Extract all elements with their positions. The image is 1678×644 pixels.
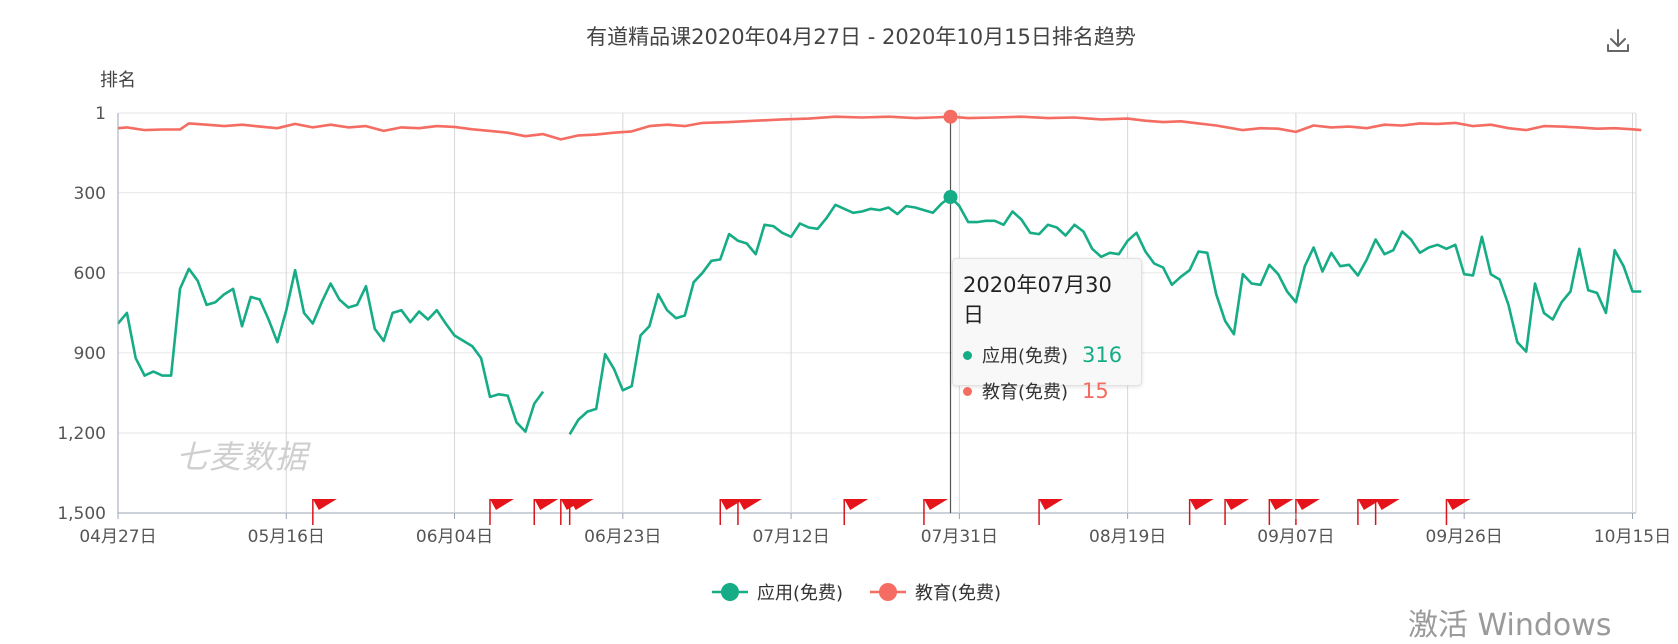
event-flag-icon bbox=[1268, 499, 1294, 525]
highlight-point bbox=[943, 109, 958, 124]
tooltip-panel: 2020年07月30日 应用(免费) 316 教育(免费) 15 bbox=[952, 258, 1142, 403]
flag-cloth bbox=[312, 499, 337, 510]
tooltip-series-name: 教育(免费) bbox=[982, 382, 1069, 403]
highlight-point bbox=[943, 190, 958, 205]
tooltip-series-value: 316 bbox=[1082, 343, 1123, 367]
legend-label: 应用(免费) bbox=[757, 583, 843, 604]
flag-cloth bbox=[923, 499, 948, 510]
flag-cloth bbox=[1189, 499, 1214, 510]
y-tick-label: 1,500 bbox=[57, 504, 106, 524]
flag-cloth bbox=[489, 499, 514, 510]
y-tick-label: 1,200 bbox=[57, 424, 106, 444]
legend-marker bbox=[879, 583, 897, 601]
x-tick-label: 06月04日 bbox=[416, 527, 493, 547]
download-icon[interactable] bbox=[1603, 26, 1633, 56]
event-flag-icon bbox=[1374, 499, 1400, 525]
flag-cloth bbox=[737, 499, 762, 510]
x-tick-label: 08月19日 bbox=[1089, 527, 1166, 547]
series-0 bbox=[117, 190, 1642, 435]
tooltip-date: 2020年07月30日 bbox=[963, 273, 1112, 327]
flag-cloth bbox=[534, 499, 559, 510]
series-line bbox=[117, 115, 1642, 141]
tooltip-row-app: 应用(免费) 316 bbox=[963, 337, 1131, 373]
y-tick-label: 1 bbox=[95, 104, 106, 124]
x-tick-label: 05月16日 bbox=[248, 527, 325, 547]
flag-cloth bbox=[1225, 499, 1250, 510]
watermark-text: 七麦数据 bbox=[176, 438, 309, 476]
event-flag-icon bbox=[923, 499, 948, 525]
event-flag-icon bbox=[533, 499, 559, 525]
tooltip-series-value: 15 bbox=[1082, 379, 1109, 403]
tooltip-dot-app bbox=[963, 350, 972, 360]
event-flag-icon bbox=[1188, 499, 1214, 525]
flag-cloth bbox=[1375, 499, 1400, 510]
x-tick-label: 07月12日 bbox=[752, 527, 829, 547]
flag-cloth bbox=[1446, 499, 1471, 510]
event-flags bbox=[312, 499, 1471, 525]
flag-cloth bbox=[569, 499, 594, 510]
legend-item: 应用(免费) bbox=[712, 583, 843, 604]
series-line bbox=[117, 267, 545, 433]
tooltip-series-name: 应用(免费) bbox=[982, 346, 1069, 367]
event-flag-icon bbox=[568, 499, 594, 525]
event-flag-icon bbox=[312, 499, 337, 525]
tooltip-dot-edu bbox=[963, 386, 972, 396]
chart-title: 有道精品课2020年04月27日 - 2020年10月15日排名趋势 bbox=[586, 25, 1136, 49]
y-axis-label: 排名 bbox=[100, 70, 136, 91]
grid-layer bbox=[117, 112, 1637, 514]
flag-cloth bbox=[844, 499, 869, 510]
event-flag-icon bbox=[737, 499, 762, 525]
series-layer bbox=[117, 109, 1642, 435]
event-flag-icon bbox=[489, 499, 514, 525]
legend-item: 教育(免费) bbox=[870, 583, 1001, 604]
flag-cloth bbox=[1295, 499, 1320, 510]
legend-marker bbox=[721, 583, 739, 601]
tooltip-row-edu: 教育(免费) 15 bbox=[963, 373, 1131, 409]
x-tick-label: 04月27日 bbox=[79, 527, 156, 547]
event-flag-icon bbox=[843, 499, 869, 525]
series-line bbox=[568, 195, 1642, 435]
x-tick-label: 06月23日 bbox=[584, 527, 661, 547]
flag-cloth bbox=[1039, 499, 1064, 510]
legend: 应用(免费) 教育(免费) bbox=[712, 583, 1001, 604]
event-flag-icon bbox=[1224, 499, 1250, 525]
event-flag-icon bbox=[1445, 499, 1471, 525]
legend-label: 教育(免费) bbox=[915, 583, 1001, 604]
x-tick-label: 09月07日 bbox=[1257, 527, 1334, 547]
x-tick-label: 09月26日 bbox=[1426, 527, 1503, 547]
series-1 bbox=[117, 109, 1642, 141]
event-flag-icon bbox=[1295, 499, 1320, 525]
flag-cloth bbox=[1269, 499, 1294, 510]
y-tick-label: 900 bbox=[74, 344, 106, 364]
activate-windows-text: 激活 Windows bbox=[1408, 608, 1612, 643]
x-tick-label: 10月15日 bbox=[1594, 527, 1671, 547]
y-tick-label: 600 bbox=[74, 264, 106, 284]
y-tick-label: 300 bbox=[74, 184, 106, 204]
event-flag-icon bbox=[1038, 499, 1064, 525]
x-tick-label: 07月31日 bbox=[921, 527, 998, 547]
axis-layer: 1 300 600 900 1,200 1,500 04月27日 05月16日 06月04日 06… bbox=[57, 104, 1671, 547]
